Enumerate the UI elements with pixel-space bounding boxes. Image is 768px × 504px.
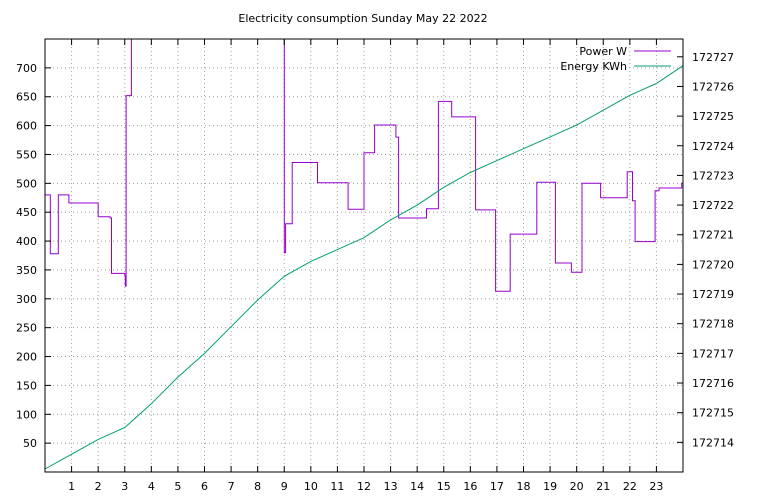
x-tick-label: 11 [330,480,344,493]
x-tick-label: 9 [281,480,288,493]
x-tick-label: 14 [410,480,424,493]
x-tick-label: 21 [596,480,610,493]
y2-tick-label: 172715 [692,407,734,420]
y2-tick-label: 172718 [692,318,734,331]
x-tick-label: 4 [148,480,155,493]
x-tick-label: 2 [95,480,102,493]
x-tick-label: 18 [517,480,531,493]
x-tick-label: 6 [201,480,208,493]
y-tick-label: 100 [16,408,37,421]
y2-tick-label: 172716 [692,377,734,390]
y2-tick-label: 172726 [692,80,734,93]
y-tick-label: 200 [16,351,37,364]
y-tick-label: 650 [16,91,37,104]
x-tick-label: 5 [174,480,181,493]
x-tick-label: 15 [437,480,451,493]
y2-tick-label: 172722 [692,199,734,212]
x-tick-label: 13 [384,480,398,493]
legend-entry-power: Power W [579,45,627,58]
y2-tick-label: 172720 [692,258,734,271]
series-line-energy [44,65,684,470]
y2-tick-label: 172721 [692,229,734,242]
x-tick-label: 17 [490,480,504,493]
y2-tick-label: 172723 [692,169,734,182]
x-tick-label: 19 [543,480,557,493]
y2-tick-label: 172725 [692,110,734,123]
y-tick-label: 450 [16,206,37,219]
chart-title: Electricity consumption Sunday May 22 20… [238,12,487,25]
y-tick-label: 550 [16,148,37,161]
y-tick-label: 250 [16,322,37,335]
legend: Power W Energy KWh [560,45,671,73]
x-tick-label: 10 [304,480,318,493]
y2-tick-label: 172719 [692,288,734,301]
y2-tick-label: 172717 [692,347,734,360]
x-tick-label: 8 [254,480,261,493]
x-tick-label: 7 [228,480,235,493]
x-tick-label: 16 [463,480,477,493]
x-tick-label: 22 [623,480,637,493]
y-tick-label: 400 [16,235,37,248]
x-tick-label: 23 [649,480,663,493]
y-tick-label: 350 [16,264,37,277]
y2-tick-label: 172714 [692,436,734,449]
y-tick-label: 50 [23,437,37,450]
y2-tick-label: 172727 [692,51,734,64]
grid-lines [45,39,683,472]
y-tick-label: 700 [16,62,37,75]
y-tick-label: 150 [16,379,37,392]
axis-ticks: 1 2 3 4 5 6 7 8 9 10 11 12 13 14 15 16 17 18 19 20 21 22 23501… [16,39,734,493]
y-tick-label: 600 [16,120,37,133]
y2-tick-label: 172724 [692,140,734,153]
x-tick-label: 3 [121,480,128,493]
x-tick-label: 20 [570,480,584,493]
series-line-power [45,38,683,292]
series-layer [44,38,684,470]
legend-entry-energy: Energy KWh [560,60,627,73]
y-tick-label: 300 [16,293,37,306]
x-tick-label: 12 [357,480,371,493]
y-tick-label: 500 [16,177,37,190]
x-tick-label: 1 [68,480,75,493]
